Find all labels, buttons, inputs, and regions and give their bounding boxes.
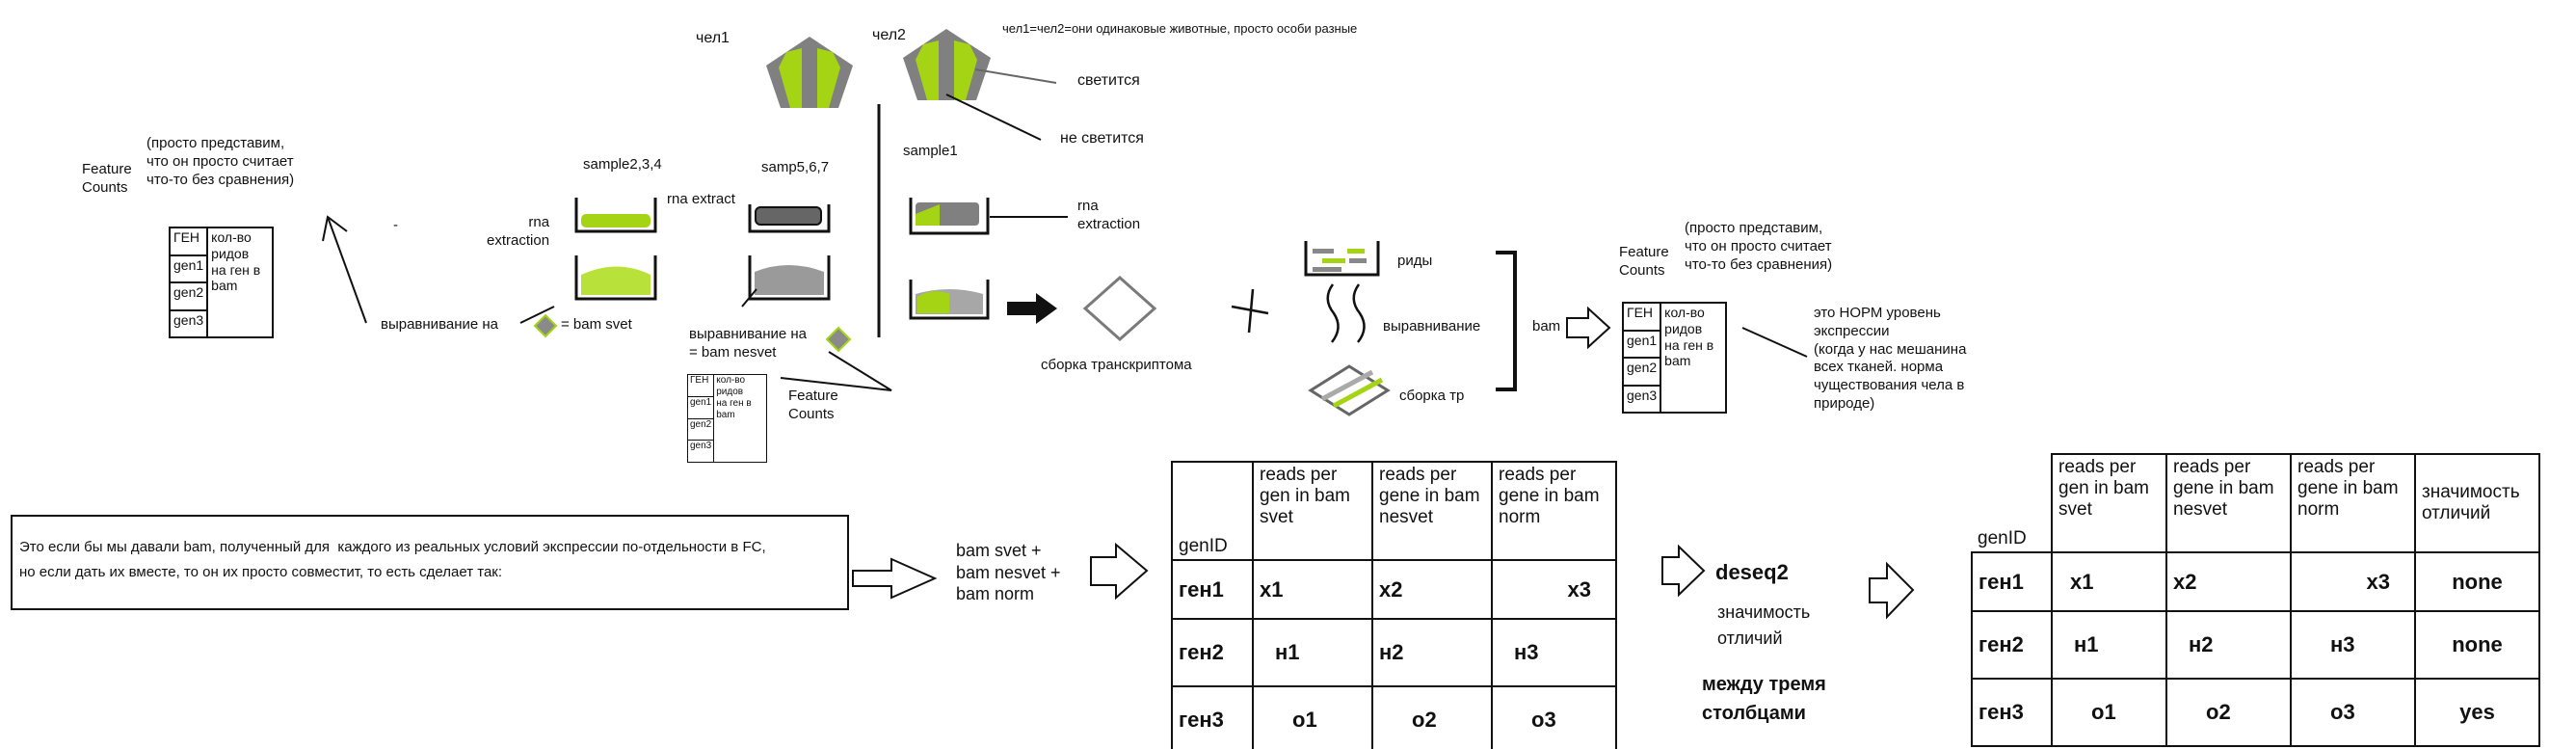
not-glows-label: не светится xyxy=(1060,130,1144,147)
bam-combo-label: bam svet + bam nesvet + bam norm xyxy=(956,541,1061,603)
deseq2-label: deseq2 xyxy=(1715,560,1789,584)
small-table-row: gen2 xyxy=(686,417,715,441)
feature-counts-label-1: Feature Counts xyxy=(82,161,132,196)
small-table-row: gen3 xyxy=(1621,384,1662,414)
table-cell: x3 xyxy=(1491,559,1617,620)
rna-extraction-label-1: rna extraction xyxy=(487,214,550,249)
table-cell: о1 xyxy=(1252,685,1373,749)
assembly-label: сборка транскриптома xyxy=(1041,357,1192,373)
small-table-row: gen2 xyxy=(168,281,209,311)
table-cell: x1 xyxy=(2051,551,2167,612)
rna-extraction-label-2: rna extraction xyxy=(1077,198,1141,232)
counts-table: genID reads per gen in bam svet reads pe… xyxy=(1171,461,1617,749)
small-table-row: gen2 xyxy=(1621,357,1662,387)
small-table-head: ГЕН xyxy=(686,374,715,397)
bam-svet-label: = bam svet xyxy=(561,316,632,333)
animal-1-glowing-icon xyxy=(766,37,853,108)
table-cell: н2 xyxy=(2165,610,2292,680)
beaker-sample234-reads xyxy=(574,255,657,301)
reads-label: риды xyxy=(1397,253,1433,269)
small-table-desc: кол-во ридов на ген в bam xyxy=(713,374,768,463)
between-columns-label: между тремя столбцами xyxy=(1702,674,1826,724)
alignment-label: выравнивание xyxy=(1383,318,1481,334)
table-cell: н3 xyxy=(2290,610,2416,680)
table-cell: н1 xyxy=(2051,610,2167,680)
column-header: reads per gene in bam nesvet xyxy=(1371,461,1493,561)
column-header: значимость отличий xyxy=(2414,453,2540,553)
fc-note-1: (просто представим, что он просто считае… xyxy=(146,135,295,188)
beaker-samp567-rna xyxy=(748,204,831,233)
row-id: ген1 xyxy=(1171,559,1254,620)
sample234-label: sample2,3,4 xyxy=(583,156,662,173)
table-cell: о3 xyxy=(1491,685,1617,749)
norm-note: это НОРМ уровень экспрессии (когда у нас… xyxy=(1814,305,1967,412)
beaker-sample1-rna xyxy=(909,198,990,235)
table-cell: x3 xyxy=(2290,551,2416,612)
reads-icon xyxy=(1304,241,1380,277)
bam-label: bam xyxy=(1532,318,1561,334)
assembly-tr-label: сборка тр xyxy=(1399,388,1465,404)
small-table-2: ГЕН кол-во ридов на ген в bam gen1 gen2 g… xyxy=(686,374,768,463)
dash-mark: - xyxy=(393,217,398,233)
feature-counts-label-3: Feature Counts xyxy=(1619,244,1669,279)
column-header: reads per gen in bam svet xyxy=(2051,453,2167,553)
small-table-head: ГЕН xyxy=(168,227,209,256)
animals-note: чел1=чел2=они одинаковые животные, прост… xyxy=(1002,21,1358,36)
small-table-row: gen3 xyxy=(686,440,715,463)
glows-label: светится xyxy=(1077,72,1140,89)
table-cell: о3 xyxy=(2290,678,2416,747)
samp567-label: samp5,6,7 xyxy=(761,159,830,175)
small-table-1: ГЕН кол-во ридов на ген в bam gen1 gen2 g… xyxy=(168,227,275,338)
small-table-head: ГЕН xyxy=(1621,302,1662,332)
small-table-row: gen1 xyxy=(686,395,715,419)
sample1-label: sample1 xyxy=(903,143,958,159)
significance-label: значимость отличий xyxy=(1717,602,1811,648)
small-table-row: gen3 xyxy=(168,308,209,338)
animal-1-label: чел1 xyxy=(696,30,730,46)
row-id: ген2 xyxy=(1971,610,2053,680)
small-table-3: ГЕН кол-во ридов на ген в bam gen1 gen2 g… xyxy=(1621,302,1728,414)
small-table-row: gen1 xyxy=(1621,329,1662,359)
row-id: ген3 xyxy=(1171,685,1254,749)
column-header: reads per gene in bam norm xyxy=(1491,461,1617,561)
row-id: ген2 xyxy=(1171,618,1254,687)
table-cell: yes xyxy=(2414,678,2540,747)
small-table-desc: кол-во ридов на ген в bam xyxy=(206,227,275,338)
fc-note-2: (просто представим, что он просто считае… xyxy=(1685,220,1833,273)
small-table-row: gen1 xyxy=(168,254,209,283)
row-id: ген3 xyxy=(1971,678,2053,747)
column-header: reads per gene in bam nesvet xyxy=(2165,453,2292,553)
feature-counts-label-2: Feature Counts xyxy=(788,388,838,422)
assembly-icon xyxy=(1308,364,1391,416)
rna-extract-label: rna extract xyxy=(667,191,735,207)
beaker-sample1-reads xyxy=(909,280,990,320)
table-cell: о1 xyxy=(2051,678,2167,747)
table-cell: н2 xyxy=(1371,618,1493,687)
table-cell: x2 xyxy=(1371,559,1493,620)
row-id: ген1 xyxy=(1971,551,2053,612)
table-cell: x1 xyxy=(1252,559,1373,620)
beaker-sample234-rna xyxy=(574,198,657,233)
animal-2-not-glowing-icon xyxy=(903,29,991,100)
beaker-samp567-reads xyxy=(748,255,831,301)
column-header: reads per gene in bam norm xyxy=(2290,453,2416,553)
table-cell: о2 xyxy=(2165,678,2292,747)
table-cell: none xyxy=(2414,610,2540,680)
align-nesvet-label: выравнивание на = bam nesvet xyxy=(689,326,808,361)
table-cell: н1 xyxy=(1252,618,1373,687)
table-cell: н3 xyxy=(1491,618,1617,687)
explanation-box-text: Это если бы мы давали bam, полученный дл… xyxy=(19,539,766,580)
significance-table: genID reads per gen in bam svet reads pe… xyxy=(1971,453,2540,747)
small-table-desc: кол-во ридов на ген в bam xyxy=(1660,302,1728,414)
animal-2-label: чел2 xyxy=(872,27,906,43)
table-cell: о2 xyxy=(1371,685,1493,749)
table-cell: x2 xyxy=(2165,551,2292,612)
genid-header: genID xyxy=(1972,454,2053,553)
column-header: reads per gen in bam svet xyxy=(1252,461,1373,561)
genid-header: genID xyxy=(1171,461,1254,561)
table-cell: none xyxy=(2414,551,2540,612)
align-svet-label: выравнивание на xyxy=(381,316,499,333)
